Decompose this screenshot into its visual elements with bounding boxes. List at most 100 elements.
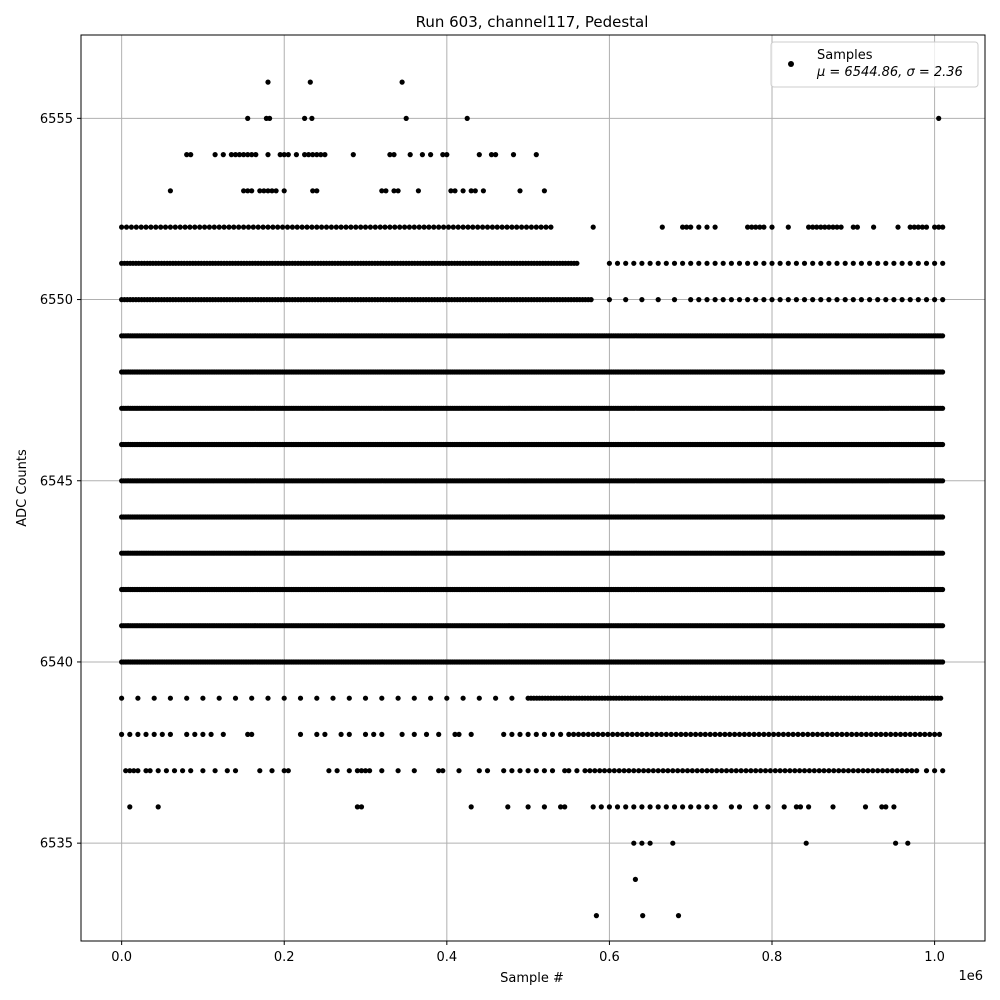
data-point — [162, 224, 169, 230]
data-point — [480, 224, 486, 230]
data-point — [348, 224, 354, 230]
data-point — [138, 224, 144, 230]
data-point — [499, 224, 505, 230]
data-point — [260, 224, 266, 230]
data-point — [245, 224, 252, 230]
data-point — [940, 405, 946, 411]
data-point — [940, 550, 946, 556]
data-point — [172, 224, 178, 230]
data-point — [445, 224, 452, 230]
data-point — [280, 224, 286, 230]
data-point — [284, 224, 291, 230]
data-point — [436, 224, 442, 230]
data-point — [455, 224, 461, 230]
data-point — [548, 224, 554, 230]
data-point — [406, 224, 412, 230]
data-point — [514, 224, 520, 230]
data-point — [470, 224, 476, 230]
data-point — [411, 224, 417, 230]
data-point — [197, 224, 203, 230]
data-point — [241, 224, 247, 230]
data-point — [426, 224, 432, 230]
data-point — [588, 297, 594, 303]
data-point — [574, 260, 580, 266]
data-point — [202, 224, 208, 230]
data-point — [148, 224, 154, 230]
data-point — [382, 224, 388, 230]
data-point — [275, 224, 281, 230]
data-point — [299, 224, 305, 230]
data-point — [372, 224, 378, 230]
data-point — [489, 224, 495, 230]
data-point — [402, 224, 408, 230]
data-point — [353, 224, 359, 230]
data-point — [528, 224, 535, 230]
data-point — [221, 224, 227, 230]
data-point — [294, 224, 300, 230]
data-points — [119, 79, 946, 919]
data-point — [940, 478, 946, 484]
data-point — [319, 224, 325, 230]
data-point — [216, 224, 222, 230]
data-point — [265, 224, 271, 230]
chart-title: Run 603, channel117, Pedestal — [416, 13, 649, 31]
data-point — [250, 224, 256, 230]
data-point — [421, 224, 427, 230]
data-point — [206, 224, 212, 230]
data-point — [538, 224, 544, 230]
data-point — [940, 369, 946, 375]
data-point — [519, 224, 525, 230]
data-point — [367, 224, 373, 230]
data-point — [153, 224, 159, 230]
data-point — [182, 224, 188, 230]
data-point — [236, 224, 242, 230]
data-point — [119, 224, 125, 230]
data-point — [128, 224, 134, 230]
data-point — [416, 224, 422, 230]
data-point — [314, 224, 320, 230]
data-point — [387, 224, 393, 230]
data-point — [940, 441, 946, 448]
data-point — [397, 224, 403, 230]
data-point — [940, 333, 946, 339]
data-point — [358, 224, 364, 230]
data-point — [484, 224, 491, 230]
data-point — [475, 224, 481, 230]
data-point — [509, 224, 515, 230]
data-point — [158, 224, 164, 230]
data-point — [187, 224, 193, 230]
data-point — [343, 224, 349, 230]
data-point — [523, 224, 530, 230]
data-point — [450, 224, 456, 230]
data-point — [333, 224, 339, 230]
data-point — [533, 224, 539, 230]
data-point — [392, 224, 398, 230]
data-point — [304, 224, 310, 230]
data-point — [441, 224, 447, 230]
data-point — [323, 224, 330, 230]
data-point — [309, 224, 315, 230]
data-point — [328, 224, 334, 230]
data-point — [177, 224, 183, 230]
data-point — [226, 224, 232, 230]
data-point — [504, 224, 510, 230]
data-point — [167, 224, 173, 230]
data-point — [192, 224, 198, 230]
data-point — [362, 224, 369, 230]
data-point — [460, 224, 466, 230]
data-point — [231, 224, 237, 230]
data-point — [270, 224, 276, 230]
data-point — [338, 224, 344, 230]
data-point — [255, 224, 261, 230]
data-point — [289, 224, 295, 230]
data-point — [543, 224, 549, 230]
data-point — [465, 224, 471, 230]
data-point — [123, 224, 130, 230]
data-point — [377, 224, 383, 230]
data-point — [940, 623, 946, 629]
data-point — [431, 224, 437, 230]
data-point — [494, 224, 500, 230]
data-point — [940, 586, 946, 593]
